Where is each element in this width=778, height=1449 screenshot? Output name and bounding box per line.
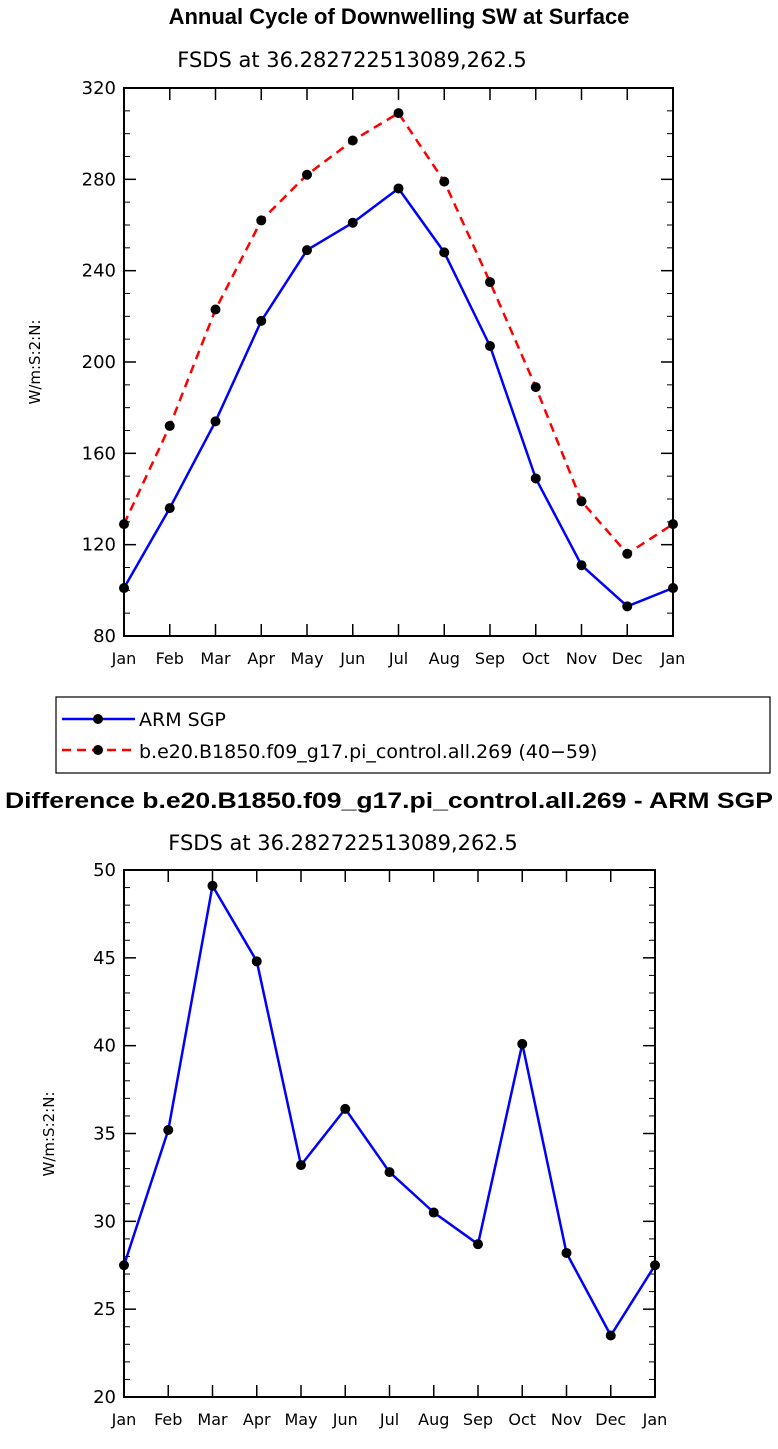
chart2-y-axis-label: W/m:S:2:N:	[40, 1092, 58, 1177]
chart1-plot-frame	[123, 87, 674, 637]
chart2-series-line-0	[122, 884, 657, 1337]
chart1-x-tick-label: Apr	[247, 649, 275, 668]
chart2-plot-frame	[123, 869, 656, 1398]
chart2-series-0-point	[428, 1207, 439, 1218]
chart2-x-tick-label: Sep	[463, 1410, 493, 1429]
chart2-series-0-point	[207, 880, 218, 891]
chart1-series-0-point	[119, 583, 129, 594]
chart2-plot: 20 25 30 35 40 45 50 Jan Feb Mar Apr May Jun Jul Aug Se…	[93, 860, 667, 1429]
chart2-series-0-point	[517, 1038, 528, 1049]
chart1-legend: ARM SGP b.e20.B1850.f09_g17.pi_control.a…	[55, 696, 771, 774]
chart1-x-tick-label: Jan	[660, 649, 686, 668]
chart2-x-tick-label: Dec	[595, 1410, 626, 1429]
chart1-series-1-point	[668, 519, 678, 530]
chart1-x-tick-label: Feb	[156, 649, 184, 668]
chart2-x-tick-label: May	[284, 1410, 317, 1429]
chart2-x-tick-label: Jan	[642, 1410, 668, 1429]
chart2-series-0-point	[340, 1103, 351, 1114]
chart2-series-0-point	[650, 1260, 660, 1271]
chart1-series-0-point	[256, 315, 267, 326]
chart1-x-tick-label: Nov	[566, 649, 597, 668]
chart1-series-0-point	[302, 245, 312, 256]
chart1-x-tick-label: Oct	[522, 649, 550, 668]
chart2-x-tick-label: Oct	[508, 1410, 536, 1429]
chart1-y-tick-label: 280	[82, 169, 116, 190]
chart1-series-1-point	[164, 420, 175, 431]
chart2-series-0-point	[163, 1124, 174, 1135]
legend-marker-model	[93, 745, 103, 755]
chart1-series-0-point	[439, 247, 450, 258]
chart1-series-0-point	[622, 601, 633, 612]
chart1-series-1-point	[302, 169, 312, 180]
chart1-series-1-point	[347, 135, 358, 146]
chart2-subtitle: FSDS at 36.282722513089,262.5	[168, 831, 518, 855]
chart1-title: Annual Cycle of Downwelling SW at Surfac…	[169, 4, 630, 29]
chart1-plot: 80 120 160 200 240 280 320 Jan Feb Mar Apr May Jun Ju…	[82, 78, 686, 668]
chart2-x-tick-label: Apr	[243, 1410, 271, 1429]
chart1-series-1-point	[439, 176, 450, 187]
chart2-series-0-point	[605, 1330, 616, 1341]
legend-label-arm: ARM SGP	[139, 709, 226, 731]
chart2-x-tick-label: Jan	[111, 1410, 137, 1429]
legend-marker-arm	[93, 714, 103, 724]
chart1-x-tick-label: Jun	[339, 649, 365, 668]
chart2-series-0-point	[119, 1260, 129, 1271]
chart2-x-tick-label: Aug	[418, 1410, 449, 1429]
chart1-y-tick-label: 80	[93, 626, 116, 647]
chart1-series-0-point	[576, 560, 587, 571]
chart1-series-1-point	[119, 519, 129, 530]
chart1-series-line-0	[122, 187, 674, 608]
legend-frame	[55, 696, 771, 774]
chart1-series-0-point	[393, 183, 404, 194]
chart1-x-tick-label: Dec	[612, 649, 643, 668]
chart2-y-tick-label: 50	[93, 860, 116, 881]
chart1-subtitle: FSDS at 36.282722513089,262.5	[177, 48, 527, 72]
chart1-series-0-point	[530, 473, 541, 484]
chart1-x-tick-label: Sep	[475, 649, 505, 668]
chart1-series-0-point	[164, 503, 175, 514]
chart1-series-0-point	[210, 416, 221, 427]
chart1-y-tick-label: 240	[82, 261, 116, 282]
chart2-y-tick-label: 45	[93, 948, 116, 969]
chart2-y-tick-label: 30	[93, 1211, 116, 1232]
chart2-series-0-point	[561, 1247, 572, 1258]
legend-label-model: b.e20.B1850.f09_g17.pi_control.all.269 (…	[139, 741, 597, 763]
chart1-series-0-point	[485, 341, 495, 352]
chart1-y-tick-label: 160	[82, 443, 116, 464]
chart2-x-tick-label: Feb	[154, 1410, 182, 1429]
chart1-series-1-point	[576, 496, 587, 507]
chart2-series-0-point	[384, 1167, 395, 1178]
chart2-y-tick-label: 35	[93, 1124, 116, 1145]
chart2-x-tick-label: Mar	[197, 1410, 228, 1429]
chart1-series-0-point	[668, 583, 678, 594]
chart1-series-1-point	[622, 548, 633, 559]
chart2-series-0-point	[296, 1160, 306, 1171]
chart2-series-0-point	[251, 956, 262, 967]
chart2-x-tick-label: Jun	[332, 1410, 358, 1429]
chart2-title: Difference b.e20.B1850.f09_g17.pi_contro…	[5, 788, 773, 813]
chart1-y-axis-label: W/m:S:2:N:	[26, 320, 44, 405]
chart1-series-1-point	[210, 304, 221, 315]
chart1-x-tick-label: Jul	[388, 649, 408, 668]
chart1-series-1-point	[256, 215, 267, 226]
chart2-x-tick-label: Nov	[551, 1410, 582, 1429]
chart1-y-tick-label: 120	[82, 535, 116, 556]
chart1-x-tick-label: Aug	[429, 649, 460, 668]
chart2-y-tick-label: 25	[93, 1299, 116, 1320]
chart1-series-0-point	[347, 217, 358, 228]
chart1-x-tick-label: May	[290, 649, 323, 668]
chart1-x-tick-label: Mar	[200, 649, 231, 668]
chart2-y-tick-label: 20	[93, 1387, 116, 1408]
chart2-y-tick-label: 40	[93, 1036, 116, 1057]
chart1-y-tick-label: 200	[82, 352, 116, 373]
chart1-x-tick-label: Jan	[111, 649, 137, 668]
chart1-y-tick-label: 320	[82, 78, 116, 99]
chart2-series-0-point	[473, 1239, 483, 1250]
chart1-series-1-point	[530, 382, 541, 393]
chart1-series-1-point	[485, 277, 495, 288]
chart1-series-line-1	[122, 111, 674, 556]
chart2-x-tick-label: Jul	[379, 1410, 399, 1429]
chart1-series-1-point	[393, 108, 404, 119]
